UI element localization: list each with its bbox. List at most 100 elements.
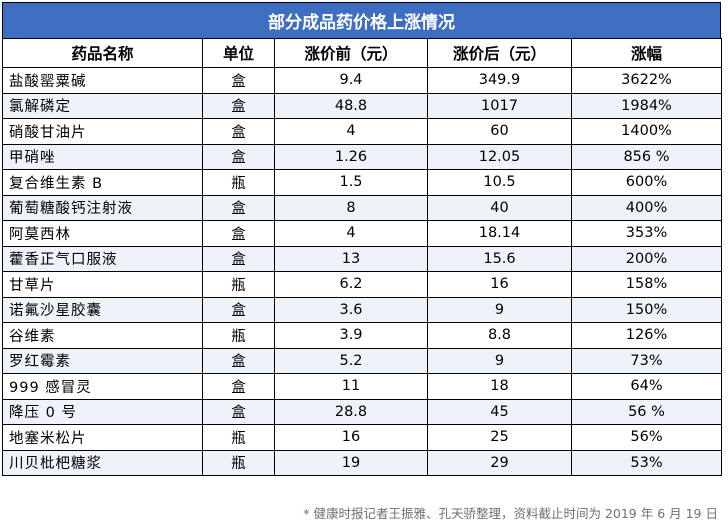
price-rise-cell: 856 % <box>571 143 722 170</box>
price-before-cell: 6.2 <box>274 271 428 298</box>
price-rise-cell: 64% <box>571 373 722 400</box>
unit-cell: 盒 <box>202 373 275 400</box>
drug-name-cell: 川贝枇杷糖浆 <box>2 449 203 476</box>
price-before-cell: 4 <box>274 220 428 247</box>
header-name: 药品名称 <box>2 38 203 68</box>
price-before-cell: 4 <box>274 118 428 145</box>
price-after-cell: 40 <box>427 194 572 221</box>
table-row: 阿莫西林盒 4 18.14 353% <box>2 220 722 247</box>
unit-cell: 盒 <box>202 347 275 374</box>
table-title: 部分成品药价格上涨情况 <box>2 2 721 39</box>
price-before-cell: 3.9 <box>274 322 428 349</box>
price-after-cell: 9 <box>427 296 572 323</box>
unit-cell: 盒 <box>202 398 275 425</box>
price-after-cell: 15.6 <box>427 245 572 272</box>
price-before-cell: 48.8 <box>274 92 428 119</box>
table-row: 甘草片瓶 6.2 16 158% <box>2 271 722 298</box>
price-before-cell: 9.4 <box>274 67 428 94</box>
price-before-cell: 11 <box>274 373 428 400</box>
drug-name-cell: 盐酸罂粟碱 <box>2 67 203 94</box>
unit-cell: 盒 <box>202 296 275 323</box>
drug-name-cell: 葡萄糖酸钙注射液 <box>2 194 203 221</box>
price-rise-cell: 400% <box>571 194 722 221</box>
price-before-cell: 13 <box>274 245 428 272</box>
drug-name-cell: 降压 0 号 <box>2 398 203 425</box>
drug-name-cell: 藿香正气口服液 <box>2 245 203 272</box>
price-before-cell: 28.8 <box>274 398 428 425</box>
table-row: 999 感冒灵盒 11 18 64% <box>2 373 722 400</box>
drug-name-cell: 999 感冒灵 <box>2 373 203 400</box>
table-row: 葡萄糖酸钙注射液盒 8 40 400% <box>2 194 722 221</box>
unit-cell: 盒 <box>202 245 275 272</box>
price-before-cell: 1.5 <box>274 169 428 196</box>
drug-name-cell: 甲硝唑 <box>2 143 203 170</box>
drug-name-cell: 地塞米松片 <box>2 424 203 451</box>
price-after-cell: 12.05 <box>427 143 572 170</box>
header-before: 涨价前（元） <box>274 38 428 68</box>
price-rise-cell: 200% <box>571 245 722 272</box>
unit-cell: 瓶 <box>202 322 275 349</box>
unit-cell: 盒 <box>202 67 275 94</box>
header-row: 药品名称 单位 涨价前（元） 涨价后（元） 涨幅 <box>2 38 722 68</box>
drug-name-cell: 甘草片 <box>2 271 203 298</box>
price-after-cell: 10.5 <box>427 169 572 196</box>
table-row: 甲硝唑盒 1.26 12.05 856 % <box>2 143 722 170</box>
table-row: 谷维素瓶 3.9 8.8 126% <box>2 322 722 349</box>
price-rise-cell: 1984% <box>571 92 722 119</box>
table-row: 复合维生素 B 瓶 1.5 10.5 600% <box>2 169 722 196</box>
price-before-cell: 19 <box>274 449 428 476</box>
header-after: 涨价后（元） <box>427 38 572 68</box>
price-after-cell: 60 <box>427 118 572 145</box>
drug-name-cell: 复合维生素 B <box>2 169 203 196</box>
price-after-cell: 18 <box>427 373 572 400</box>
drug-name-cell: 氯解磷定 <box>2 92 203 119</box>
unit-cell: 瓶 <box>202 449 275 476</box>
price-rise-cell: 53% <box>571 449 722 476</box>
price-after-cell: 25 <box>427 424 572 451</box>
price-rise-cell: 600% <box>571 169 722 196</box>
table-row: 罗红霉素盒 5.2 9 73% <box>2 347 722 374</box>
unit-cell: 盒 <box>202 220 275 247</box>
table-row: 盐酸罂粟碱盒 9.4 349.9 3622% <box>2 67 722 94</box>
price-rise-cell: 73% <box>571 347 722 374</box>
unit-cell: 瓶 <box>202 424 275 451</box>
price-rise-cell: 126% <box>571 322 722 349</box>
price-after-cell: 1017 <box>427 92 572 119</box>
price-before-cell: 5.2 <box>274 347 428 374</box>
table-row: 地塞米松片瓶 16 25 56% <box>2 424 722 451</box>
drug-name-cell: 硝酸甘油片 <box>2 118 203 145</box>
unit-cell: 盒 <box>202 143 275 170</box>
price-rise-cell: 56 % <box>571 398 722 425</box>
unit-cell: 盒 <box>202 118 275 145</box>
price-rise-cell: 1400% <box>571 118 722 145</box>
price-rise-cell: 158% <box>571 271 722 298</box>
unit-cell: 盒 <box>202 92 275 119</box>
table-row: 氯解磷定盒 48.8 1017 1984% <box>2 92 722 119</box>
table-row: 降压 0 号盒 28.8 45 56 % <box>2 398 722 425</box>
price-after-cell: 9 <box>427 347 572 374</box>
price-rise-cell: 3622% <box>571 67 722 94</box>
price-before-cell: 3.6 <box>274 296 428 323</box>
price-rise-cell: 353% <box>571 220 722 247</box>
price-table: 药品名称 单位 涨价前（元） 涨价后（元） 涨幅 盐酸罂粟碱盒 9.4 349.9 3… <box>2 38 722 476</box>
drug-name-cell: 谷维素 <box>2 322 203 349</box>
footnote: * 健康时报记者王振雅、孔天骄整理，资料截止时间为 2019 年 6 月 19 … <box>303 506 718 521</box>
drug-name-cell: 罗红霉素 <box>2 347 203 374</box>
price-rise-cell: 150% <box>571 296 722 323</box>
table-row: 诺氟沙星胶囊盒 3.6 9 150% <box>2 296 722 323</box>
table-row: 硝酸甘油片盒 4 60 1400% <box>2 118 722 145</box>
price-before-cell: 1.26 <box>274 143 428 170</box>
price-after-cell: 18.14 <box>427 220 572 247</box>
price-before-cell: 16 <box>274 424 428 451</box>
price-after-cell: 8.8 <box>427 322 572 349</box>
price-after-cell: 349.9 <box>427 67 572 94</box>
unit-cell: 盒 <box>202 194 275 221</box>
header-unit: 单位 <box>202 38 275 68</box>
table-row: 川贝枇杷糖浆瓶 19 29 53% <box>2 449 722 476</box>
price-before-cell: 8 <box>274 194 428 221</box>
drug-name-cell: 诺氟沙星胶囊 <box>2 296 203 323</box>
header-rise: 涨幅 <box>571 38 722 68</box>
price-after-cell: 29 <box>427 449 572 476</box>
price-rise-cell: 56% <box>571 424 722 451</box>
drug-name-cell: 阿莫西林 <box>2 220 203 247</box>
